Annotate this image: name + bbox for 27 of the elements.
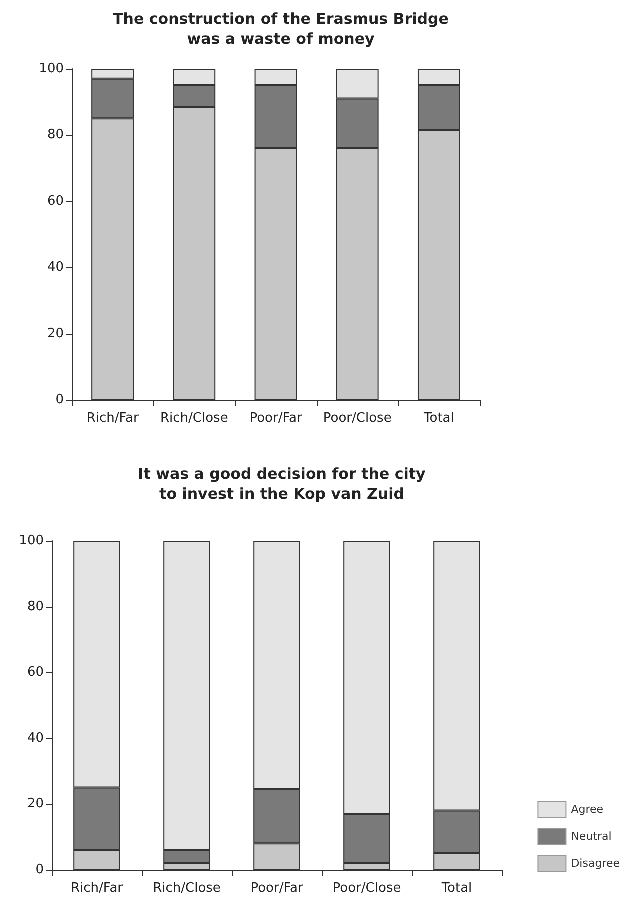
- x-tick-label: Total: [423, 411, 454, 426]
- x-tick-label: Rich/Far: [86, 411, 140, 426]
- y-tick-label: 80: [47, 128, 64, 143]
- y-tick-label: 0: [36, 862, 44, 878]
- y-tick-label: 60: [47, 194, 64, 209]
- y-tick-label: 60: [27, 665, 44, 680]
- y-tick-label: 20: [27, 796, 44, 812]
- y-tick-label: 100: [19, 534, 44, 548]
- x-tick-label: Poor/Far: [250, 411, 303, 426]
- x-tick-label: Rich/Close: [160, 411, 228, 426]
- y-tick-label: 40: [27, 730, 44, 746]
- y-tick-label: 80: [27, 599, 44, 614]
- legend-label: Agree: [571, 803, 604, 816]
- y-tick-label: 40: [47, 260, 64, 276]
- legend-label: Disagree: [571, 857, 620, 870]
- y-tick-label: 100: [39, 62, 64, 76]
- chart-title: The construction of the Erasmus Bridge was a waste of money: [113, 10, 449, 48]
- x-tick-label: Poor/Far: [250, 881, 304, 896]
- y-tick-label: 0: [56, 392, 64, 408]
- x-tick-label: Poor/Close: [332, 881, 402, 896]
- legend-label: Neutral: [571, 830, 612, 843]
- chart-title: It was a good decision for the city to invest in the Kop van Zuid: [138, 465, 426, 503]
- x-tick-label: Poor/Close: [323, 411, 392, 426]
- y-tick-label: 20: [47, 326, 64, 342]
- x-tick-label: Rich/Close: [153, 881, 221, 896]
- x-tick-label: Rich/Far: [70, 881, 124, 896]
- x-tick-label: Total: [440, 881, 472, 896]
